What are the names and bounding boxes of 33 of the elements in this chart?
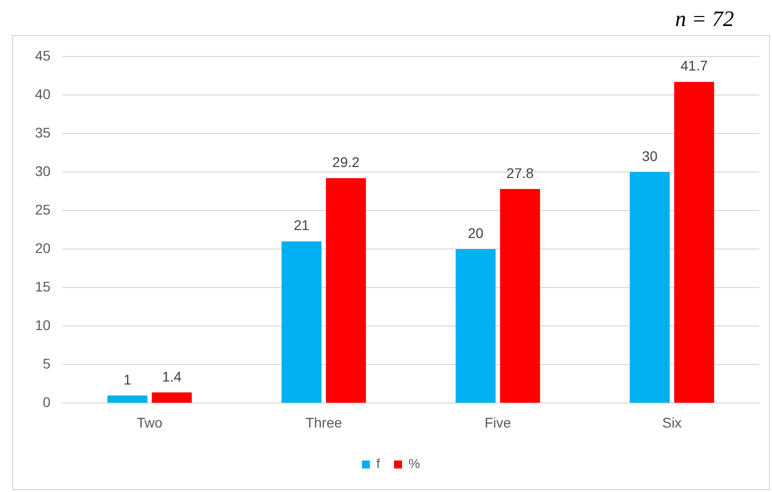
bar (674, 82, 714, 403)
bar (152, 392, 192, 403)
data-label: 27.8 (506, 164, 534, 181)
bar (107, 395, 148, 403)
data-label: 29.2 (332, 154, 360, 170)
data-label: 30 (642, 148, 658, 164)
y-tick-label: 5 (42, 356, 51, 372)
x-tick-label: Two (136, 414, 163, 430)
x-tick-label: Three (305, 414, 342, 430)
x-tick-label: Five (484, 414, 512, 430)
y-tick-label: 40 (34, 86, 51, 102)
text: n = 72 (675, 6, 734, 32)
y-tick-label: 0 (42, 394, 51, 410)
bar (282, 241, 322, 403)
bar (500, 188, 540, 403)
bar (456, 249, 496, 403)
data-label: 41.7 (680, 58, 708, 74)
y-tick-label: 10 (34, 316, 51, 333)
y-tick-label: 30 (34, 162, 51, 179)
data-label: 1.4 (162, 368, 182, 384)
y-tick-label: 15 (34, 278, 51, 294)
legend-label: f (376, 456, 380, 472)
data-label: 1 (124, 371, 132, 388)
x-tick-label: Six (662, 414, 682, 430)
y-tick-label: 45 (34, 47, 51, 64)
data-label: 21 (294, 217, 310, 234)
y-tick-label: 25 (34, 201, 51, 218)
y-tick-label: 35 (34, 124, 51, 140)
bar (630, 172, 670, 403)
y-tick-label: 20 (34, 240, 51, 256)
data-label: 20 (468, 224, 484, 241)
bar (326, 178, 366, 403)
legend-label: % (408, 456, 421, 472)
